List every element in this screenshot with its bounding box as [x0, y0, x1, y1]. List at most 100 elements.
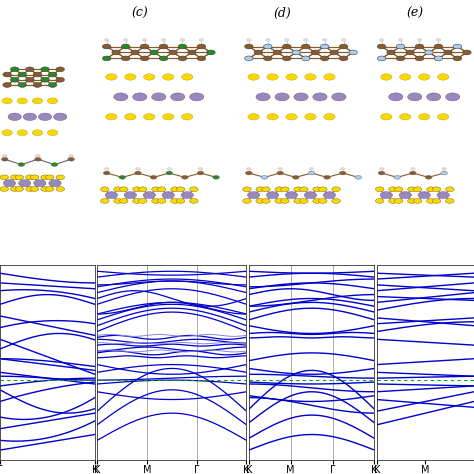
Circle shape — [133, 199, 141, 203]
Circle shape — [394, 187, 403, 191]
Circle shape — [199, 38, 204, 41]
Circle shape — [408, 93, 422, 101]
Circle shape — [161, 38, 166, 41]
Circle shape — [38, 113, 52, 120]
Circle shape — [56, 77, 64, 82]
Circle shape — [313, 199, 321, 203]
Circle shape — [400, 74, 411, 80]
Circle shape — [340, 167, 345, 170]
Circle shape — [349, 50, 357, 55]
Circle shape — [378, 171, 385, 175]
Circle shape — [301, 56, 310, 61]
Circle shape — [417, 38, 422, 41]
Circle shape — [10, 67, 19, 72]
Circle shape — [159, 44, 168, 49]
Circle shape — [18, 163, 25, 166]
Circle shape — [1, 157, 8, 161]
Circle shape — [332, 187, 340, 191]
Circle shape — [36, 155, 40, 157]
Circle shape — [432, 187, 441, 191]
Circle shape — [100, 199, 109, 203]
Circle shape — [135, 171, 141, 175]
Circle shape — [56, 67, 64, 72]
Circle shape — [446, 93, 460, 101]
Circle shape — [283, 56, 291, 61]
Circle shape — [10, 187, 19, 191]
Circle shape — [68, 157, 74, 161]
Circle shape — [125, 74, 136, 80]
Circle shape — [432, 199, 441, 203]
Circle shape — [339, 56, 348, 61]
Text: (e): (e) — [406, 7, 423, 19]
Circle shape — [303, 38, 308, 41]
Circle shape — [114, 187, 122, 191]
Circle shape — [292, 175, 299, 179]
Circle shape — [294, 93, 308, 101]
Circle shape — [114, 93, 128, 101]
Circle shape — [261, 175, 268, 179]
Circle shape — [142, 38, 147, 41]
Circle shape — [415, 44, 424, 49]
Circle shape — [463, 50, 471, 55]
Circle shape — [341, 38, 346, 41]
Circle shape — [18, 72, 27, 77]
Circle shape — [119, 199, 128, 203]
Circle shape — [102, 44, 111, 49]
Circle shape — [256, 199, 264, 203]
Circle shape — [277, 171, 283, 175]
Circle shape — [47, 98, 58, 104]
Circle shape — [415, 56, 424, 61]
Circle shape — [157, 187, 166, 191]
Circle shape — [159, 56, 168, 61]
Circle shape — [281, 187, 289, 191]
Circle shape — [427, 93, 441, 101]
Circle shape — [389, 93, 403, 101]
Circle shape — [446, 199, 454, 203]
Circle shape — [304, 191, 317, 199]
Circle shape — [245, 56, 253, 61]
Circle shape — [30, 187, 39, 191]
Circle shape — [3, 72, 11, 77]
Text: (d): (d) — [273, 7, 291, 19]
Circle shape — [140, 44, 149, 49]
Circle shape — [150, 175, 157, 179]
Circle shape — [286, 74, 297, 80]
Circle shape — [394, 175, 401, 179]
Circle shape — [152, 93, 166, 101]
Circle shape — [262, 199, 270, 203]
Circle shape — [35, 157, 41, 161]
Circle shape — [3, 180, 16, 187]
Circle shape — [166, 171, 173, 175]
Circle shape — [3, 82, 11, 87]
Circle shape — [143, 191, 155, 199]
Circle shape — [144, 74, 155, 80]
Circle shape — [162, 191, 174, 199]
Circle shape — [323, 191, 336, 199]
Circle shape — [104, 38, 109, 41]
Circle shape — [41, 67, 49, 72]
Circle shape — [339, 171, 346, 175]
Circle shape — [26, 187, 34, 191]
Circle shape — [266, 191, 279, 199]
Circle shape — [49, 180, 61, 187]
Circle shape — [8, 113, 21, 120]
Circle shape — [418, 191, 430, 199]
Circle shape — [105, 191, 118, 199]
Circle shape — [413, 199, 422, 203]
Circle shape — [265, 38, 270, 41]
Circle shape — [133, 187, 141, 191]
Circle shape — [300, 199, 308, 203]
Circle shape — [103, 171, 110, 175]
Circle shape — [112, 50, 120, 55]
Circle shape — [48, 72, 57, 77]
Circle shape — [207, 50, 215, 55]
Circle shape — [375, 187, 384, 191]
Circle shape — [213, 175, 219, 179]
Circle shape — [246, 171, 252, 175]
Circle shape — [275, 187, 283, 191]
Circle shape — [425, 50, 433, 55]
Circle shape — [163, 74, 174, 80]
Circle shape — [121, 44, 130, 49]
Circle shape — [305, 114, 316, 120]
Circle shape — [294, 199, 302, 203]
